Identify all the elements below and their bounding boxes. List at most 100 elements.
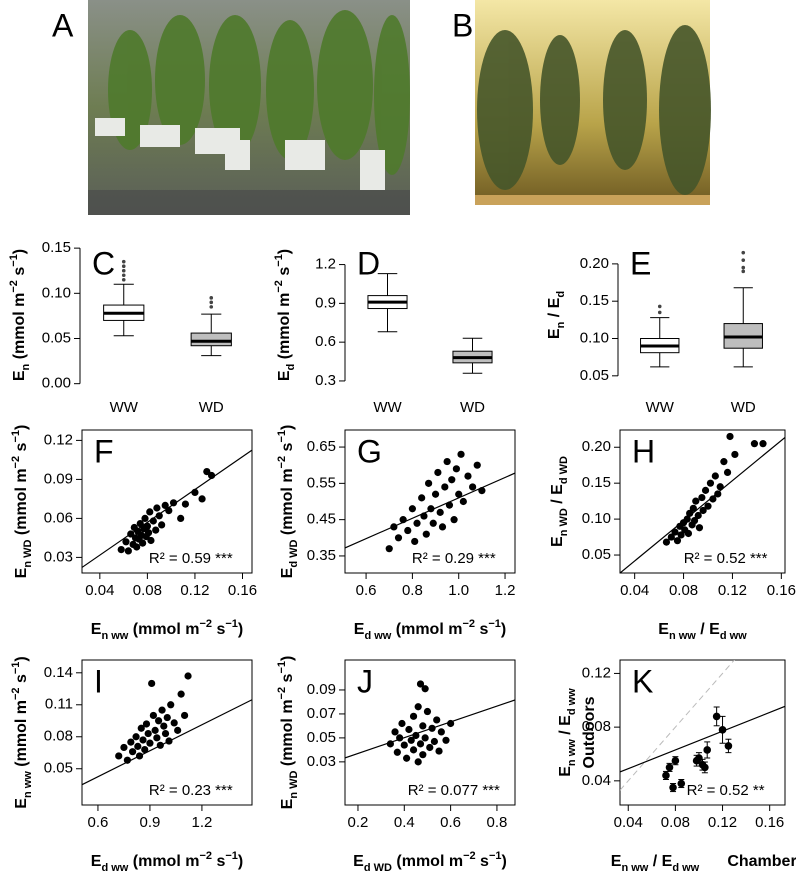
x-tick-label: 0.6 <box>440 814 461 831</box>
y-axis-label-part: E <box>557 766 574 777</box>
x-tick-label: WW <box>373 399 402 416</box>
box <box>190 332 232 347</box>
x-axis-label-part: ) <box>502 853 507 870</box>
y-tick-label: 0.45 <box>307 511 336 528</box>
point <box>184 672 192 680</box>
y-axis-label-sub: n <box>20 363 32 370</box>
point <box>759 440 767 448</box>
point <box>695 524 704 532</box>
point <box>144 729 152 738</box>
x-axis-label-sub: d ww <box>720 630 747 642</box>
y-tick-label: 0.03 <box>44 548 73 565</box>
x-tick-label: 1.0 <box>448 582 469 599</box>
y-tick-label: 0.15 <box>582 474 611 491</box>
panel-letter: G <box>357 433 382 469</box>
outlier <box>741 265 746 270</box>
annotation: R² = 0.29 *** <box>412 550 496 567</box>
y-tick-label: 0.06 <box>44 509 73 526</box>
point <box>712 712 721 721</box>
point <box>416 740 425 748</box>
point <box>385 545 393 553</box>
x-axis-label-part: (mmol m <box>391 621 462 638</box>
point <box>683 515 691 523</box>
point <box>408 505 416 513</box>
y-tick-label: 0.55 <box>307 474 336 491</box>
point <box>391 728 399 736</box>
point <box>438 523 447 531</box>
point <box>146 739 154 747</box>
y-axis-label-sup: −2 <box>10 687 22 700</box>
y-tick-label: 0.09 <box>307 681 336 698</box>
y-axis-label-sub: n ww <box>566 739 578 766</box>
y-tick-label: 0.05 <box>307 729 336 746</box>
panel-letter: B <box>452 7 473 43</box>
x-axis-label-part: ) <box>238 621 243 638</box>
x-axis-label-sup: −2 <box>462 618 475 630</box>
y-axis-label: En WD (mmol m−2 s−1) <box>10 425 34 579</box>
y-axis-label-part: ) <box>279 656 296 661</box>
x-tick-label: 0.6 <box>88 814 109 831</box>
x-axis-label-sub: d ww <box>364 630 391 642</box>
y-tick-label: 0.20 <box>582 438 611 455</box>
y-axis-label-part: (mmol m <box>13 700 30 771</box>
x-axis-label-part: ) <box>501 621 506 638</box>
x-axis-label-part: E <box>658 621 669 638</box>
y-axis-label-sup: −1 <box>276 430 288 443</box>
point <box>677 779 686 788</box>
y-axis-label-part: (mmol m <box>13 468 30 539</box>
y-axis-label-part: / E <box>557 715 574 739</box>
point <box>393 748 401 756</box>
outlier <box>121 277 126 282</box>
y-axis-label-sub: n WD <box>288 771 300 799</box>
point <box>469 483 477 491</box>
panel-letter: A <box>52 7 74 43</box>
point <box>671 756 680 765</box>
outlier <box>121 264 126 269</box>
point <box>431 490 440 498</box>
x-axis-label-sub: n ww <box>669 630 696 642</box>
x-axis-label-part: E <box>353 853 364 870</box>
x-axis-label-sup: −2 <box>199 850 212 862</box>
panel-letter: K <box>632 663 653 699</box>
y-axis-label-sup: −1 <box>10 430 22 443</box>
y-tick-label: 0.07 <box>307 705 336 722</box>
point <box>726 432 734 441</box>
annotation: R² = 0.077 *** <box>408 782 500 799</box>
y-tick-label: 0.10 <box>42 284 71 301</box>
x-axis-label-part: s <box>476 853 489 870</box>
x-tick-label: 1.2 <box>191 814 212 831</box>
y-axis-label-sub: d ww <box>566 688 578 715</box>
y-tick-label: 1.2 <box>315 256 336 273</box>
x-axis-label-part: / E <box>696 621 720 638</box>
point <box>155 512 163 520</box>
y-tick-label: 0.09 <box>44 470 73 487</box>
point <box>724 742 733 750</box>
outlier <box>121 268 126 273</box>
x-axis-label-sup: −2 <box>463 850 476 862</box>
fit-line <box>82 449 252 568</box>
y-axis-label-sub: n WD <box>22 540 34 568</box>
panel-letter: J <box>357 663 373 699</box>
point <box>203 468 211 476</box>
plot-frame <box>344 659 516 806</box>
outlier <box>121 273 126 278</box>
y-axis-label-part: E <box>279 798 296 809</box>
y-tick-label: 0.05 <box>580 367 609 384</box>
y-tick-label: 0.08 <box>582 718 611 735</box>
point <box>418 494 426 502</box>
outlier <box>657 304 662 309</box>
x-axis-label-sup: −1 <box>489 850 502 862</box>
point <box>160 722 168 730</box>
y-axis-label-sup: −1 <box>10 662 22 675</box>
y-tick-label: 0.08 <box>44 728 73 745</box>
x-axis-label-part: E <box>91 621 102 638</box>
y-axis-label: Ed (mmol m−2 s−1) <box>273 249 297 381</box>
point <box>198 495 206 503</box>
y-tick-label: 0.12 <box>44 431 73 448</box>
y-tick-label: 0.00 <box>42 375 71 392</box>
point <box>448 476 456 484</box>
point <box>152 526 160 534</box>
x-axis-label: En ww / Ed ww <box>658 621 747 642</box>
y-tick-label: 0.15 <box>580 292 609 309</box>
point <box>698 493 706 502</box>
